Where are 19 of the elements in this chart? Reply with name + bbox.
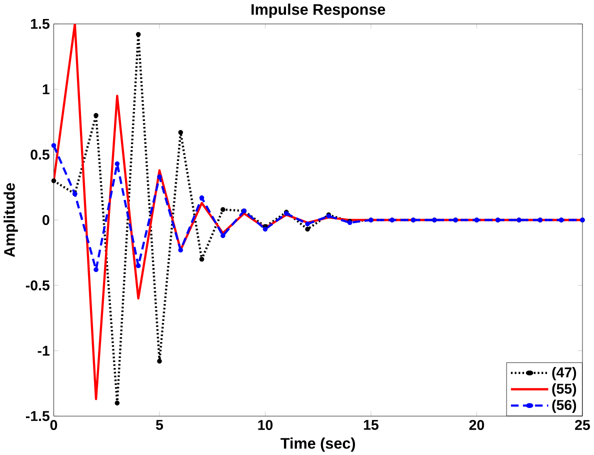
- legend-label: (47): [552, 366, 576, 380]
- y-tick-label: 0.5: [30, 149, 50, 160]
- legend-label: (55): [552, 383, 576, 396]
- y-tick-label: -1: [38, 346, 50, 356]
- y-tick-label: 0: [42, 214, 50, 225]
- x-tick-label: 15: [364, 420, 378, 430]
- x-tick-label: 25: [575, 420, 590, 430]
- y-tick-label: 1: [42, 84, 50, 94]
- x-tick-label: 10: [258, 420, 273, 430]
- chart-title: Impulse Response: [252, 3, 386, 18]
- x-tick-label: 0: [50, 420, 58, 430]
- x-axis-title: Time (sec): [280, 437, 356, 452]
- legend-label: (56): [552, 399, 576, 413]
- y-tick-label: -0.5: [26, 280, 50, 290]
- x-tick-label: 20: [469, 420, 484, 430]
- y-tick-label: -1.5: [26, 410, 50, 421]
- y-tick-label: 1.5: [31, 18, 50, 29]
- y-axis-title: Amplitude: [4, 182, 18, 257]
- x-tick-label: 5: [156, 420, 164, 430]
